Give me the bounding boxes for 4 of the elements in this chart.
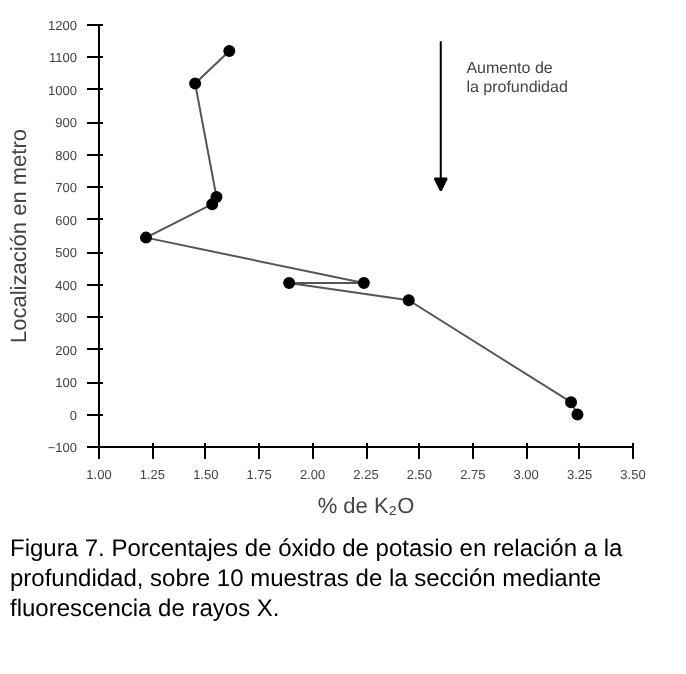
y-axis-title: Localización en metro bbox=[7, 128, 32, 343]
text: Figura 7. Porcentajes de óxido de potasio en relación a la profundidad, sobre 10 muestras de la sección mediante fluorescencia de rayos X. bbox=[10, 534, 625, 624]
x-axis-title: % de K₂O bbox=[317, 495, 416, 519]
annotation: Aumento de la profundidad bbox=[466, 58, 568, 97]
